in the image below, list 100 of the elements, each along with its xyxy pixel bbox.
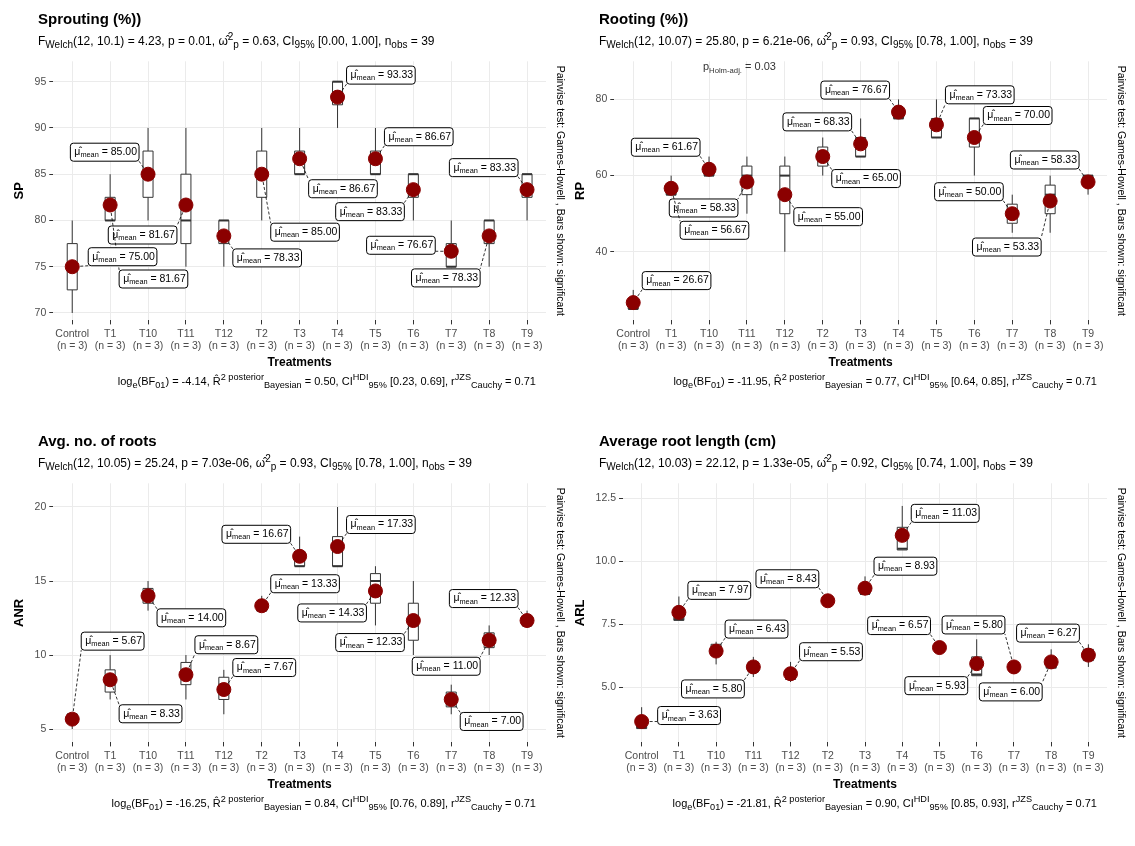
point: [820, 593, 836, 609]
x-tick-label: T4 (n = 3): [322, 326, 353, 352]
x-tick-label: T6 (n = 3): [959, 326, 990, 352]
x-tick-label: T12 (n = 3): [208, 748, 240, 774]
point: [777, 187, 793, 203]
y-tick-label: 10: [34, 648, 47, 661]
point: [853, 136, 869, 152]
y-tick-label: 20: [34, 500, 47, 513]
text: Pairwise test: Games-Howell , Bars shown: significant: [1116, 66, 1129, 317]
point: [481, 228, 497, 244]
point: [969, 656, 985, 672]
point: [928, 117, 944, 133]
y-tick-label: 60: [595, 168, 608, 181]
x-tick-label: T12 (n = 3): [775, 748, 806, 774]
text: log$_{e}$(BF$_{01}$) = -4.14, R̂$^{2 posterior}$$_{Bayesian}$ = 0.50, CI$^{HDI}$$_{95%}$ [0.23, 0.69], r$^{JZS}$$_{Cauchy}$ = 0.71: [117, 372, 536, 391]
x-tick-label: T7 (n = 3): [996, 326, 1028, 352]
text: F$_{Welch}$(12, 10.1) = 4.23, p = 0.01, ω̂$^{2}$$_{p}$ = 0.63, CI$_{95%}$ [0.00, 1.00], n$_{obs}$ = 39: [38, 31, 435, 51]
text: log$_{e}$(BF$_{01}$) = -21.81, R̂$^{2 posterior}$$_{Bayesian}$ = 0.90, CI$^{HDI}$$_{95%}$ [0.85, 0.93], r$^{JZS}$$_{Cauchy}$ = 0.71: [672, 794, 1097, 813]
x-tick-label: T8 (n = 3): [1035, 748, 1067, 774]
x-tick-label: T11 (n = 3): [170, 326, 202, 352]
point: [891, 104, 907, 120]
point: [216, 682, 232, 698]
x-axis-title: Treatments: [267, 355, 332, 370]
text: Pairwise test: Games-Howell , Bars shown: significant: [555, 488, 568, 739]
y-tick-label: 5.0: [601, 680, 617, 693]
y-tick-label: 12.5: [595, 491, 617, 504]
x-axis-title: Treatments: [828, 355, 893, 370]
point: [330, 90, 346, 105]
text: log$_{e}$(BF$_{01}$) = -16.25, R̂$^{2 posterior}$$_{Bayesian}$ = 0.84, CI$^{HDI}$$_{95%}$ [0.76, 0.89], r$^{JZS}$$_{Cauchy}$ = 0.71: [111, 794, 536, 813]
x-tick-label: T5 (n = 3): [924, 748, 955, 774]
x-tick-label: T6 (n = 3): [398, 326, 429, 352]
x-tick-label: T5 (n = 3): [360, 748, 391, 774]
x-tick-label: T12 (n = 3): [769, 326, 801, 352]
point: [405, 182, 421, 198]
x-tick-label: T9 (n = 3): [1073, 748, 1104, 774]
x-tick-label: Control (n = 3): [624, 748, 659, 774]
point: [216, 228, 232, 244]
x-axis-title: Treatments: [267, 777, 332, 792]
x-tick-label: T9 (n = 3): [511, 326, 543, 352]
x-tick-label: T11 (n = 3): [731, 326, 763, 352]
x-tick-label: Control (n = 3): [616, 326, 651, 352]
y-axis-title: ARL: [572, 599, 588, 627]
y-axis-title: RP: [572, 181, 588, 201]
x-tick-label: T9 (n = 3): [1072, 326, 1104, 352]
point: [178, 197, 194, 213]
x-tick-label: T6 (n = 3): [961, 748, 993, 774]
y-tick-label: 15: [34, 574, 47, 587]
point: [330, 539, 346, 555]
x-tick-label: T2 (n = 3): [807, 326, 839, 352]
x-tick-label: T1 (n = 3): [94, 326, 126, 352]
x-tick-label: T4 (n = 3): [886, 748, 918, 774]
text: Pairwise test: Games-Howell , Bars shown: significant: [555, 66, 568, 317]
chart-title: Avg. no. of roots: [37, 431, 158, 451]
chart-title: Average root length (cm): [598, 431, 777, 451]
point: [367, 151, 383, 167]
text: F$_{Welch}$(12, 10.03) = 22.12, p = 1.33e-05, ω̂$^{2}$$_{p}$ = 0.92, CI$_{95%}$ [0.74, 1.00], n$_{obs}$ = 39: [599, 453, 1033, 473]
x-tick-label: T9 (n = 3): [511, 748, 543, 774]
x-tick-label: Control (n = 3): [55, 326, 90, 352]
y-tick-label: 90: [34, 121, 47, 134]
x-tick-label: T5 (n = 3): [921, 326, 952, 352]
point: [739, 174, 755, 190]
x-tick-label: T4 (n = 3): [322, 748, 353, 774]
x-tick-label: T3 (n = 3): [284, 326, 315, 352]
x-tick-label: T4 (n = 3): [883, 326, 914, 352]
x-tick-label: T1 (n = 3): [663, 748, 695, 774]
x-tick-label: T10 (n = 3): [132, 748, 164, 774]
point: [966, 130, 982, 146]
x-tick-label: T2 (n = 3): [812, 748, 844, 774]
x-tick-label: T8 (n = 3): [1034, 326, 1066, 352]
text: F$_{Welch}$(12, 10.07) = 25.80, p = 6.21e-06, ω̂$^{2}$$_{p}$ = 0.93, CI$_{95%}$ [0.78, 1.00], n$_{obs}$ = 39: [599, 31, 1033, 51]
x-tick-label: Control (n = 3): [55, 748, 90, 774]
y-tick-label: 85: [34, 167, 47, 180]
point: [1042, 193, 1058, 209]
y-tick-label: 7.5: [601, 617, 617, 630]
y-tick-label: 80: [595, 92, 608, 105]
point: [894, 528, 910, 544]
point: [292, 151, 308, 167]
x-tick-label: T2 (n = 3): [246, 748, 278, 774]
chart-title: Sprouting (%)): [37, 9, 143, 29]
point: [64, 259, 80, 275]
point: [102, 672, 118, 688]
text: log$_{e}$(BF$_{01}$) = -11.95, R̂$^{2 posterior}$$_{Bayesian}$ = 0.77, CI$^{HDI}$$_{95%}$ [0.64, 0.85], r$^{JZS}$$_{Cauchy}$ = 0.71: [673, 372, 1097, 391]
x-tick-label: T3 (n = 3): [845, 326, 876, 352]
point: [367, 583, 383, 599]
y-axis-title: SP: [11, 182, 27, 200]
x-tick-label: T11 (n = 3): [170, 748, 202, 774]
x-tick-label: T7 (n = 3): [435, 326, 467, 352]
y-axis-title: ANR: [11, 598, 27, 628]
x-tick-label: T8 (n = 3): [473, 748, 505, 774]
point: [931, 640, 947, 656]
x-tick-label: T3 (n = 3): [284, 748, 315, 774]
y-tick-label: 80: [34, 213, 47, 226]
chart-title: Rooting (%)): [598, 9, 690, 29]
point: [102, 197, 118, 213]
x-tick-label: T10 (n = 3): [693, 326, 725, 352]
x-tick-label: T10 (n = 3): [700, 748, 732, 774]
x-tick-label: T12 (n = 3): [208, 326, 240, 352]
x-tick-label: T3 (n = 3): [849, 748, 881, 774]
x-tick-label: T1 (n = 3): [655, 326, 687, 352]
point: [519, 182, 535, 198]
